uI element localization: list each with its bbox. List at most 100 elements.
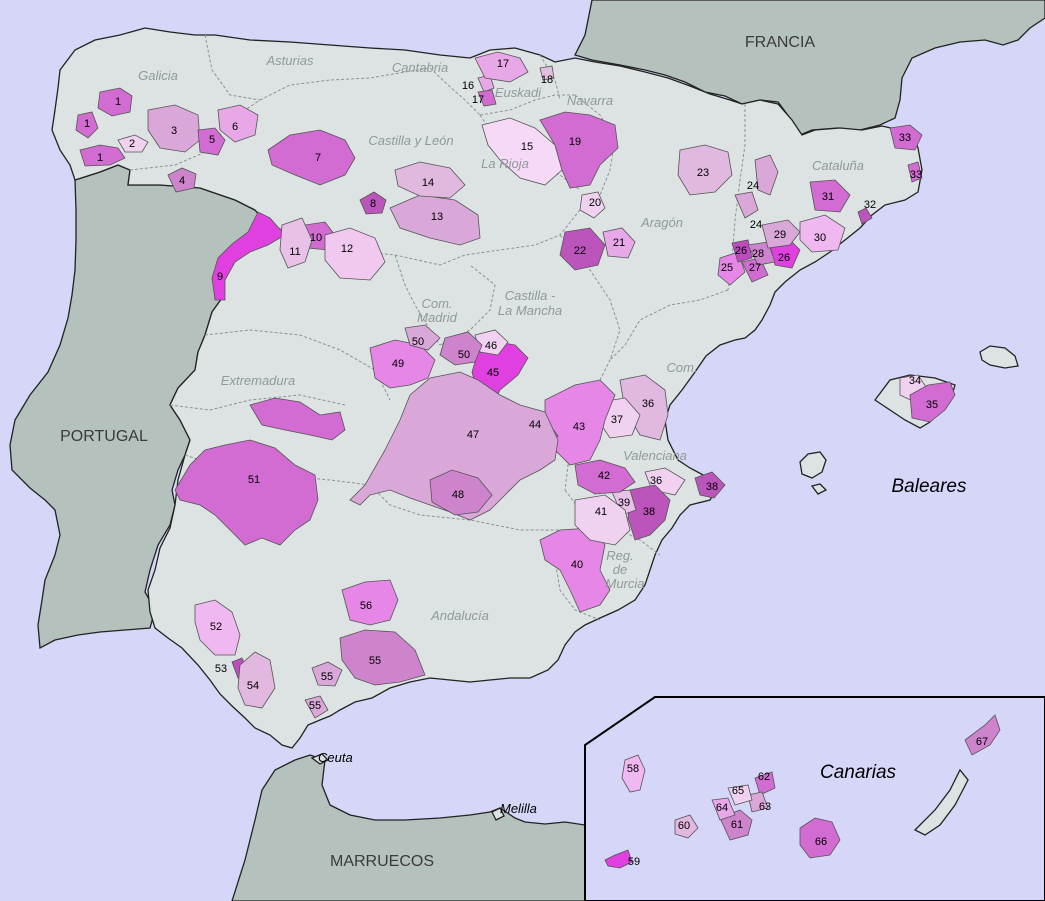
zone-12 [324,227,386,281]
zone-33b [907,161,923,183]
zone-number-label: 50 [458,349,470,361]
zone-41 [574,494,631,546]
zone-number-label: 26 [735,245,747,257]
zone-number-label: 21 [613,237,625,249]
zone-49 [369,339,436,389]
zone-5 [197,127,226,156]
zone-number-label: 50 [412,336,424,348]
zone-32 [857,207,873,225]
zone-54 [237,651,276,709]
zone-number-label: 44 [529,419,541,431]
zone-38b [694,471,726,499]
zone-number-label: 62 [758,771,770,783]
melilla [491,807,505,821]
zone-number-label: 38 [643,506,655,518]
region-label-galicia: Galicia [138,68,178,83]
country-label-portugal: PORTUGAL [60,428,148,445]
zone-number-label: 46 [485,340,497,352]
zone-7 [267,129,356,186]
zone-64 [711,797,736,821]
zone-33a [889,124,923,151]
region-label-castilla-leon: Castilla y León [368,133,453,148]
zone-number-label: 33 [910,169,922,181]
wine-zones [75,51,956,719]
zone-number-label: 1 [84,118,90,130]
zone-number-label: 64 [716,802,728,814]
zone-number-label: 7 [315,152,321,164]
zone-number-label: 26 [778,252,790,264]
zone-number-label: 29 [774,229,786,241]
zone-number-label: 15 [521,141,533,153]
zone-22 [559,227,606,271]
region-label-castilla-mancha-1: Castilla - [505,288,556,303]
zone-19 [539,111,619,189]
zone-11 [279,217,313,269]
zone-50b [439,331,483,366]
zone-number-label: 66 [815,836,827,848]
ceuta [310,753,330,765]
zone-52 [194,599,241,656]
zone-number-label: 38 [706,481,718,493]
city-label-ceuta: Ceuta [318,750,353,765]
island-label-baleares: Baleares [892,476,967,497]
zone-number-label: 58 [627,763,639,775]
zone-number-label: 53 [215,663,227,675]
zone-number-label: 25 [721,262,733,274]
canarias-islands [604,714,1001,869]
zone-number-label: 28 [752,248,764,260]
zone-number-label: 3 [171,125,177,137]
zone-number-label: 49 [392,358,404,370]
zone-number-label: 60 [678,820,690,832]
zone-number-label: 31 [822,191,834,203]
zone-number-label: 5 [209,134,215,146]
zone-number-label: 27 [749,262,761,274]
zone-55a [339,629,426,686]
zone-20 [579,191,606,219]
region-label-cantabria: Cantabria [392,60,448,75]
zone-number-label: 56 [360,600,372,612]
region-label-euskadi: Euskadi [495,85,542,100]
zone-62 [754,771,776,796]
zone-59 [604,849,633,869]
zone-18 [539,65,555,81]
zone-number-label: 11 [289,246,300,258]
zone-14 [394,161,466,199]
zone-number-label: 51 [248,474,260,486]
region-label-murcia-3: Murcia [605,576,644,591]
zone-number-label: 18 [541,74,553,86]
zone-number-label: 1 [97,152,103,164]
zone-number-label: 19 [569,136,581,148]
region-label-com-valenciana-2: Valenciana [623,448,687,463]
region-label-murcia-1: Reg. [606,548,633,563]
zone-number-label: 17 [472,94,484,106]
zone-number-label: 16 [462,80,474,92]
region-label-cataluna: Cataluña [812,158,864,173]
region-label-aragon: Aragón [640,215,683,230]
canarias-inset-frame [584,696,1045,901]
zone-number-label: 55 [309,700,321,712]
region-label-castilla-mancha-2: La Mancha [498,303,562,318]
zone-17b [477,89,497,107]
zone-number-label: 33 [899,132,911,144]
zone-30 [799,214,846,253]
region-label-com-madrid-1: Com. [421,296,452,311]
zone-number-label: 13 [431,211,443,223]
zone-number-label: 36 [650,475,662,487]
zone-58 [621,754,646,793]
zone-42 [574,459,636,495]
island-label-canarias: Canarias [820,762,897,783]
zone-number-label: 37 [611,414,623,426]
zone-26a [731,239,753,263]
zone-55b [311,661,343,687]
zone-63 [747,791,769,813]
zone-66 [799,817,841,859]
zone-31 [809,179,851,213]
zone-number-label: 14 [422,177,434,189]
zone-6 [217,104,259,143]
region-label-navarra: Navarra [567,93,613,108]
zone-65 [727,784,753,806]
zone-17a [474,51,529,83]
menorca [979,345,1019,369]
zone-47 [349,371,559,521]
zone-number-label: 41 [595,506,607,518]
